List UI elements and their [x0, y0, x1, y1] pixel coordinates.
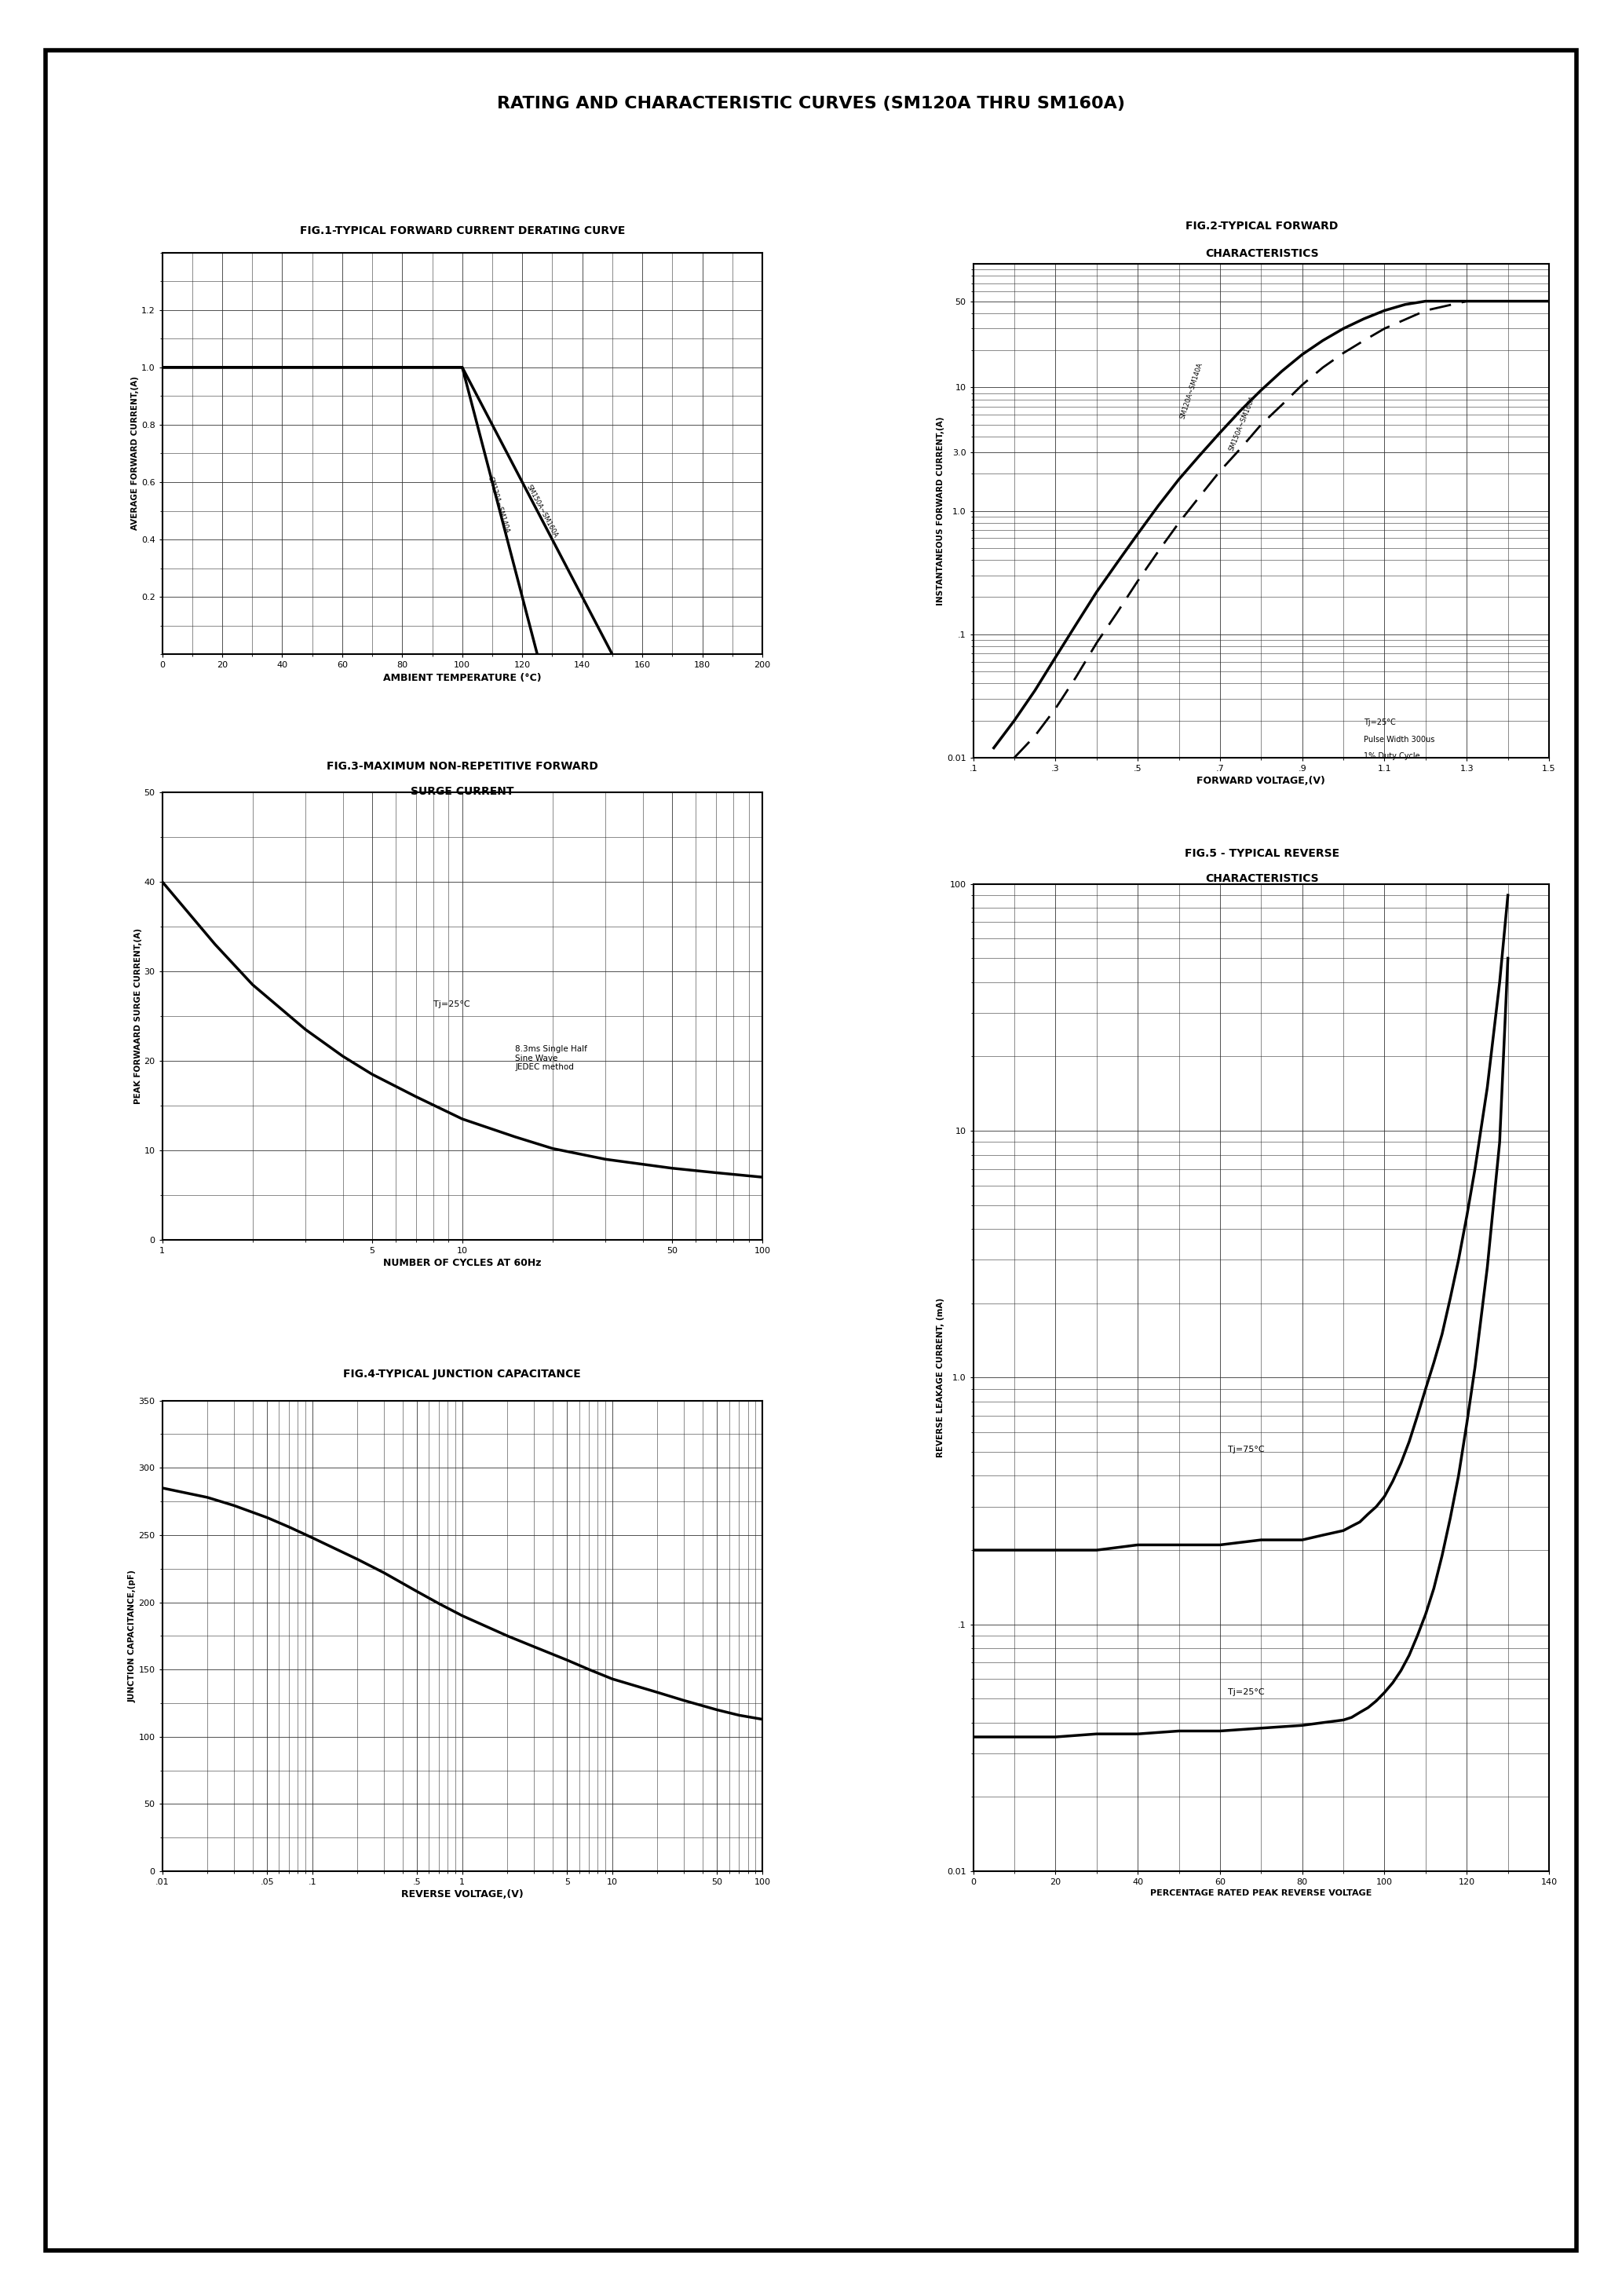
Text: FIG.5 - TYPICAL REVERSE: FIG.5 - TYPICAL REVERSE: [1184, 847, 1340, 859]
Text: FIG.3-MAXIMUM NON-REPETITIVE FORWARD: FIG.3-MAXIMUM NON-REPETITIVE FORWARD: [326, 760, 599, 771]
Text: SM150A~SM160A: SM150A~SM160A: [1228, 395, 1257, 452]
Y-axis label: REVERSE LEAKAGE CURRENT, (mA): REVERSE LEAKAGE CURRENT, (mA): [938, 1297, 944, 1458]
Text: Tj=75°C: Tj=75°C: [1228, 1446, 1265, 1453]
X-axis label: REVERSE VOLTAGE,(V): REVERSE VOLTAGE,(V): [401, 1890, 524, 1899]
Text: Tj=25°C: Tj=25°C: [1364, 719, 1397, 726]
Y-axis label: AVERAGE FORWARD CURRENT,(A): AVERAGE FORWARD CURRENT,(A): [131, 377, 139, 530]
Text: Pulse Width 300us: Pulse Width 300us: [1364, 735, 1435, 744]
Text: Tj=25°C: Tj=25°C: [433, 1001, 470, 1008]
Text: SM150A~SM160A: SM150A~SM160A: [526, 482, 560, 540]
Y-axis label: INSTANTANEOUS FORWARD CURRENT,(A): INSTANTANEOUS FORWARD CURRENT,(A): [938, 416, 944, 606]
X-axis label: PERCENTAGE RATED PEAK REVERSE VOLTAGE: PERCENTAGE RATED PEAK REVERSE VOLTAGE: [1150, 1890, 1372, 1896]
Text: FIG.1-TYPICAL FORWARD CURRENT DERATING CURVE: FIG.1-TYPICAL FORWARD CURRENT DERATING C…: [300, 225, 624, 236]
Text: FIG.2-TYPICAL FORWARD: FIG.2-TYPICAL FORWARD: [1186, 220, 1338, 232]
Text: SURGE CURRENT: SURGE CURRENT: [410, 785, 514, 797]
X-axis label: AMBIENT TEMPERATURE (°C): AMBIENT TEMPERATURE (°C): [383, 673, 542, 682]
Text: RATING AND CHARACTERISTIC CURVES (SM120A THRU SM160A): RATING AND CHARACTERISTIC CURVES (SM120A…: [496, 96, 1126, 110]
X-axis label: NUMBER OF CYCLES AT 60Hz: NUMBER OF CYCLES AT 60Hz: [383, 1258, 542, 1267]
Text: CHARACTERISTICS: CHARACTERISTICS: [1205, 248, 1319, 259]
Text: CHARACTERISTICS: CHARACTERISTICS: [1205, 872, 1319, 884]
Y-axis label: JUNCTION CAPACITANCE,(pF): JUNCTION CAPACITANCE,(pF): [128, 1570, 136, 1701]
Text: Tj=25°C: Tj=25°C: [1228, 1688, 1265, 1697]
Text: 1% Duty Cycle: 1% Duty Cycle: [1364, 753, 1421, 760]
Text: SM120A~SM140A: SM120A~SM140A: [487, 475, 511, 535]
Text: 8.3ms Single Half
Sine Wave
JEDEC method: 8.3ms Single Half Sine Wave JEDEC method: [516, 1045, 587, 1072]
Text: SM120A~SM140A: SM120A~SM140A: [1179, 360, 1204, 420]
Y-axis label: PEAK FORWAARD SURGE CURRENT,(A): PEAK FORWAARD SURGE CURRENT,(A): [135, 928, 141, 1104]
X-axis label: FORWARD VOLTAGE,(V): FORWARD VOLTAGE,(V): [1197, 776, 1325, 785]
Text: FIG.4-TYPICAL JUNCTION CAPACITANCE: FIG.4-TYPICAL JUNCTION CAPACITANCE: [344, 1368, 581, 1380]
